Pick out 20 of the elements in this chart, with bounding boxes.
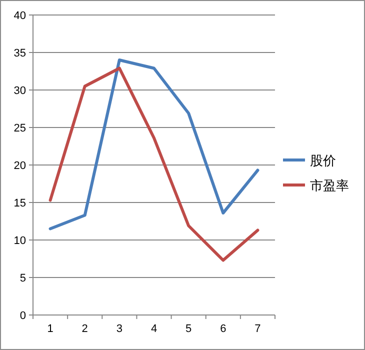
x-tick-label: 7 [254, 323, 261, 335]
y-tick-label: 15 [14, 198, 26, 210]
y-tick-label: 25 [14, 122, 26, 134]
legend-label: 股价 [310, 153, 336, 168]
y-tick-label: 35 [14, 48, 26, 60]
y-tick-label: 0 [20, 310, 26, 322]
x-tick-label: 4 [150, 323, 158, 335]
y-tick-label: 30 [14, 85, 26, 97]
line-series [48, 58, 260, 230]
x-tick-label: 2 [82, 323, 88, 335]
x-tick-label: 6 [220, 323, 226, 335]
line-series [48, 66, 260, 262]
y-tick-label: 10 [14, 235, 26, 247]
x-tick-label: 3 [116, 323, 122, 335]
x-tick-label: 5 [186, 323, 192, 335]
x-tick-label: 1 [47, 323, 54, 335]
y-tick-label: 5 [20, 272, 26, 284]
y-tick-label: 40 [14, 10, 26, 22]
y-tick-label: 20 [14, 160, 26, 172]
legend-label: 市盈率 [310, 178, 349, 193]
